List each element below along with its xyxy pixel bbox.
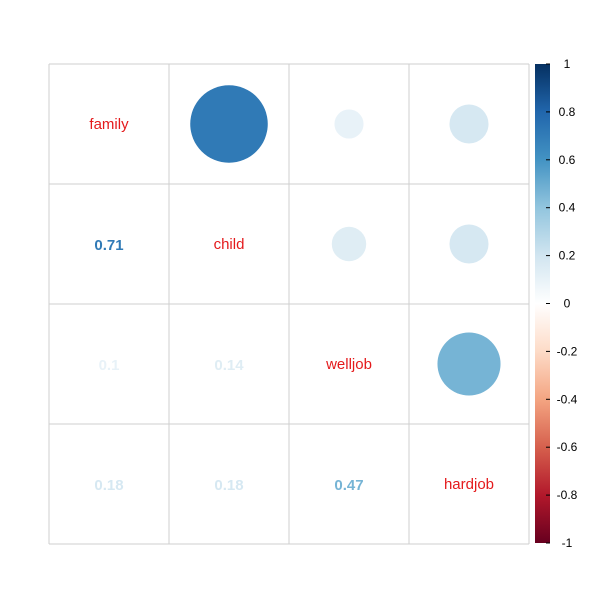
- colorbar-tick-label: -0.2: [557, 344, 578, 358]
- corr-circle-child-welljob: [332, 227, 366, 261]
- variable-label-welljob: welljob: [325, 356, 372, 373]
- variable-label-hardjob: hardjob: [444, 476, 494, 493]
- colorbar-tick-label: -1: [562, 536, 573, 550]
- corr-value-hardjob-family: 0.18: [94, 477, 123, 494]
- corr-circle-family-welljob: [334, 109, 363, 138]
- colorbar-tick-label: 0.2: [559, 249, 576, 263]
- corr-value-child-family: 0.71: [94, 237, 123, 254]
- colorbar-tick-label: 0.6: [559, 153, 576, 167]
- corr-circle-family-child: [190, 85, 268, 163]
- variable-label-family: family: [89, 116, 129, 133]
- colorbar-tick-label: 0.4: [559, 201, 576, 215]
- corr-value-welljob-family: 0.1: [99, 357, 120, 374]
- colorbar-tick-label: 1: [564, 57, 571, 71]
- variable-label-child: child: [214, 236, 245, 253]
- corr-value-welljob-child: 0.14: [214, 357, 244, 374]
- colorbar-tick-label: 0.8: [559, 105, 576, 119]
- colorbar-tick-label: -0.6: [557, 440, 578, 454]
- corr-value-hardjob-child: 0.18: [214, 477, 243, 494]
- colorbar-tick-label: -0.8: [557, 488, 578, 502]
- colorbar-tick-label: -0.4: [557, 392, 578, 406]
- corr-circle-child-hardjob: [449, 224, 488, 263]
- corr-value-hardjob-welljob: 0.47: [334, 477, 363, 494]
- corr-circle-welljob-hardjob: [437, 332, 500, 395]
- color-legend: 1 0.8 0.6 0.4 0.2 0 -0.2 -0.4 -0.6 -0.8 -1: [535, 57, 578, 550]
- corr-circle-family-hardjob: [449, 104, 488, 143]
- colorbar-tick-label: 0: [564, 297, 571, 311]
